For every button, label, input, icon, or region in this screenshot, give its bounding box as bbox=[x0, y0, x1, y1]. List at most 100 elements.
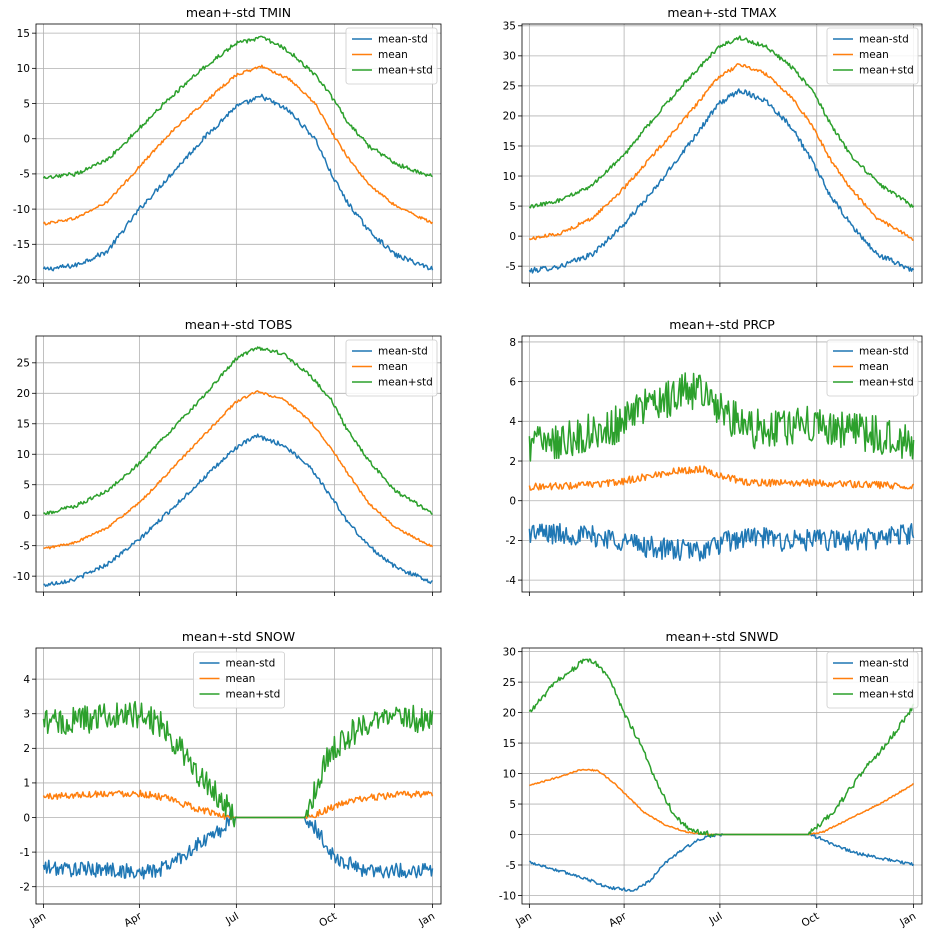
x-tick-label: Jan bbox=[513, 910, 534, 929]
y-tick-label: 20 bbox=[17, 388, 30, 400]
y-tick-label: -5 bbox=[506, 860, 516, 872]
series-line-mean+std bbox=[528, 372, 915, 462]
legend-label: mean-std bbox=[378, 346, 428, 358]
legend-label: mean bbox=[859, 49, 889, 61]
axes-frame bbox=[35, 647, 442, 905]
subplot-4: mean+-std PRCP -4 -2 0 2 4 6 8 mean-std mean mean+… bbox=[506, 317, 923, 596]
y-tick-label: 0 bbox=[23, 134, 30, 146]
x-tick-label: Oct bbox=[800, 910, 822, 929]
legend-label: mean-std bbox=[859, 346, 909, 358]
y-tick-label: 10 bbox=[17, 449, 30, 461]
y-tick-label: -15 bbox=[13, 239, 30, 251]
y-tick-label: -2 bbox=[506, 535, 516, 547]
axes-frame bbox=[521, 23, 923, 284]
y-tick-label: 4 bbox=[23, 674, 30, 686]
series-line-mean-std bbox=[42, 93, 434, 272]
axes-frame bbox=[521, 335, 923, 593]
series-line-mean bbox=[42, 789, 434, 821]
y-tick-label: 0 bbox=[23, 510, 30, 522]
y-tick-label: -10 bbox=[13, 571, 30, 583]
x-tick-label: Apr bbox=[607, 910, 629, 930]
legend: mean-std mean mean+std bbox=[826, 27, 919, 85]
legend-label: mean bbox=[378, 49, 408, 61]
y-tick-label: 8 bbox=[509, 337, 516, 349]
series-line-mean-std bbox=[529, 833, 915, 892]
series-line-mean+std bbox=[42, 35, 433, 180]
legend-label: mean+std bbox=[859, 65, 914, 77]
subplot-title: mean+-std TMIN bbox=[186, 5, 291, 20]
y-tick-label: 25 bbox=[503, 81, 516, 93]
y-tick-label: 5 bbox=[509, 201, 516, 213]
y-tick-label: 4 bbox=[509, 416, 516, 428]
legend-label: mean bbox=[378, 361, 408, 373]
y-tick-label: 0 bbox=[509, 231, 516, 243]
series-line-mean bbox=[43, 390, 434, 550]
y-tick-label: 6 bbox=[509, 376, 516, 388]
legend: mean-std mean mean+std bbox=[345, 27, 438, 85]
y-tick-label: 2 bbox=[23, 743, 30, 755]
y-tick-label: 25 bbox=[17, 358, 30, 370]
series-line-mean bbox=[42, 64, 434, 226]
legend: mean-std mean mean+std bbox=[193, 651, 285, 709]
legend: mean-std mean mean+std bbox=[345, 339, 438, 397]
x-tick-label: Jul bbox=[223, 910, 241, 927]
legend-label: mean+std bbox=[378, 377, 433, 389]
y-tick-label: -4 bbox=[506, 575, 517, 587]
y-tick-label: 5 bbox=[23, 98, 30, 110]
y-tick-label: 3 bbox=[23, 709, 30, 721]
legend-label: mean-std bbox=[859, 658, 909, 670]
legend-label: mean+std bbox=[859, 377, 914, 389]
y-tick-label: 2 bbox=[509, 456, 516, 468]
y-tick-label: 15 bbox=[17, 419, 30, 431]
x-tick-label: Jan bbox=[897, 910, 918, 929]
x-tick-label: Jan bbox=[27, 910, 48, 929]
axes-frame bbox=[521, 647, 923, 905]
y-tick-label: 5 bbox=[23, 480, 30, 492]
y-tick-label: -1 bbox=[20, 847, 30, 859]
subplot-6: mean+-std SNWD -10 -5 0 5 10 15 20 25 30 Jan Apr Jul… bbox=[499, 629, 923, 930]
y-tick-label: -10 bbox=[499, 890, 516, 902]
legend: mean-std mean mean+std bbox=[826, 651, 919, 709]
y-tick-label: -20 bbox=[13, 274, 30, 286]
y-tick-label: -5 bbox=[20, 540, 30, 552]
subplot-title: mean+-std TOBS bbox=[185, 317, 293, 332]
legend: mean-std mean mean+std bbox=[826, 339, 919, 397]
legend-label: mean bbox=[859, 361, 889, 373]
subplot-title: mean+-std TMAX bbox=[667, 5, 777, 20]
legend-label: mean+std bbox=[859, 689, 914, 701]
series-line-mean-std bbox=[43, 433, 434, 587]
subplot-3: mean+-std TOBS-10-50510152025mean-stdmea… bbox=[13, 317, 442, 596]
y-tick-label: 0 bbox=[509, 829, 516, 841]
y-tick-label: 25 bbox=[503, 677, 516, 689]
series-line-mean-std bbox=[42, 810, 434, 880]
x-tick-label: Oct bbox=[317, 910, 339, 929]
series-line-mean+std bbox=[43, 346, 433, 516]
series-line-mean bbox=[528, 63, 914, 241]
y-tick-label: 15 bbox=[503, 141, 516, 153]
y-tick-label: 30 bbox=[503, 51, 516, 63]
legend-label: mean-std bbox=[859, 34, 909, 46]
x-tick-label: Apr bbox=[122, 910, 144, 930]
y-tick-label: -5 bbox=[506, 261, 516, 273]
legend-label: mean+std bbox=[226, 689, 281, 701]
y-tick-label: -5 bbox=[20, 169, 30, 181]
legend-label: mean bbox=[859, 673, 889, 685]
legend-label: mean-std bbox=[378, 34, 428, 46]
subplot-2: mean+-std TMAX-505101520253035mean-stdme… bbox=[503, 5, 923, 287]
y-tick-label: 10 bbox=[17, 63, 30, 75]
series-line-mean+std bbox=[528, 35, 915, 209]
x-tick-label: Jul bbox=[707, 910, 725, 927]
y-tick-label: 5 bbox=[509, 799, 516, 811]
subplot-title: mean+-std PRCP bbox=[669, 317, 775, 332]
y-tick-label: 15 bbox=[17, 28, 30, 40]
y-tick-label: 30 bbox=[503, 646, 516, 658]
y-tick-label: 1 bbox=[23, 778, 30, 790]
legend-label: mean-std bbox=[226, 658, 276, 670]
series-line-mean bbox=[528, 465, 915, 491]
series-line-mean+std bbox=[528, 658, 915, 838]
legend-label: mean+std bbox=[378, 65, 433, 77]
y-tick-label: 15 bbox=[503, 738, 516, 750]
subplot-title: mean+-std SNWD bbox=[665, 629, 778, 644]
